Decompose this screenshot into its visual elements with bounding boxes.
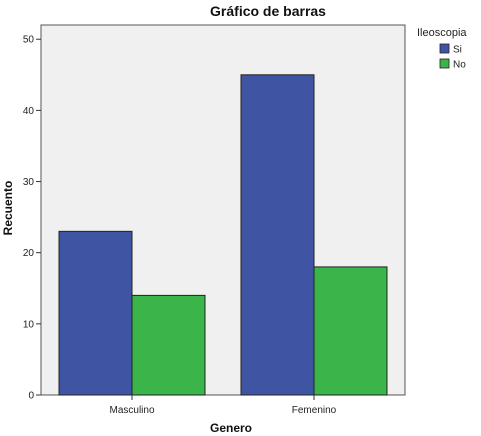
y-tick-label: 10 (23, 319, 35, 330)
x-axis: Masculino Femenino (109, 395, 337, 416)
legend-swatch-si (439, 43, 450, 54)
y-tick-label: 30 (23, 177, 35, 188)
y-axis: 0 10 20 30 40 50 (23, 35, 41, 402)
bar-si-masculino (58, 230, 133, 396)
legend: Ileoscopia Si No (417, 27, 467, 71)
y-tick-label: 0 (28, 391, 34, 402)
bar-no-masculino (131, 294, 206, 396)
bars-group (58, 74, 388, 396)
x-axis-title: Genero (210, 421, 252, 435)
y-tick-label: 40 (23, 106, 35, 117)
legend-swatch-no (439, 58, 450, 69)
x-tick-label: Femenino (292, 405, 337, 416)
legend-label-si: Si (453, 45, 462, 56)
bar-si-femenino (240, 74, 315, 396)
legend-label-no: No (453, 60, 466, 71)
y-axis-title: Recuento (1, 181, 15, 236)
chart-title: Gráfico de barras (210, 3, 326, 19)
y-tick-label: 20 (23, 248, 35, 259)
x-tick-label: Masculino (109, 405, 154, 416)
y-tick-label: 50 (23, 35, 35, 46)
legend-title: Ileoscopia (417, 27, 467, 39)
bar-no-femenino (313, 266, 388, 396)
